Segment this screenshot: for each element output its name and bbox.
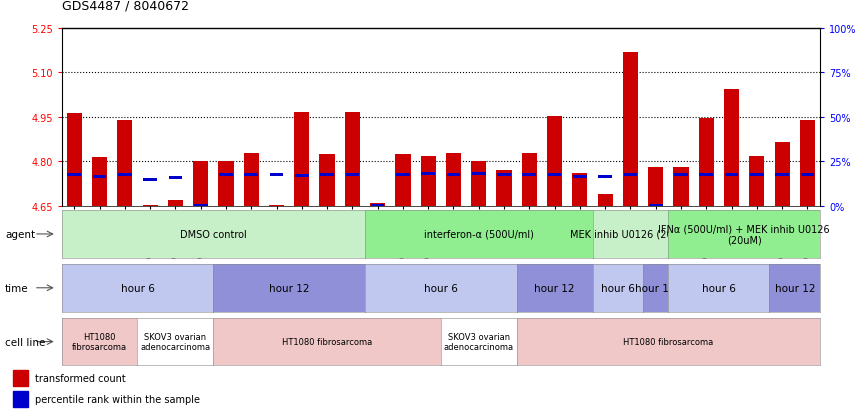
Text: hour 12: hour 12 — [635, 283, 676, 293]
Text: GDS4487 / 8040672: GDS4487 / 8040672 — [62, 0, 188, 12]
Text: percentile rank within the sample: percentile rank within the sample — [35, 394, 200, 404]
Bar — [420, 156, 436, 206]
Bar — [471, 162, 486, 206]
Bar — [497, 174, 511, 177]
Bar — [143, 205, 158, 206]
Bar — [750, 174, 764, 177]
Bar — [547, 116, 562, 206]
Bar — [345, 112, 360, 206]
Bar — [674, 168, 688, 206]
Bar — [522, 174, 536, 177]
Text: transformed count: transformed count — [35, 373, 126, 383]
Text: interferon-α (500U/ml): interferon-α (500U/ml) — [424, 229, 533, 240]
Text: hour 6: hour 6 — [702, 283, 736, 293]
Bar — [92, 158, 107, 206]
Bar — [270, 174, 283, 177]
Bar — [472, 173, 485, 176]
Bar — [169, 177, 182, 180]
Bar — [371, 204, 384, 207]
Text: DMSO control: DMSO control — [180, 229, 247, 240]
Bar — [649, 204, 663, 207]
Bar — [219, 174, 233, 177]
Text: SKOV3 ovarian
adenocarcinoma: SKOV3 ovarian adenocarcinoma — [443, 332, 514, 351]
Bar — [92, 176, 106, 179]
Text: hour 12: hour 12 — [534, 283, 575, 293]
Text: hour 6: hour 6 — [424, 283, 458, 293]
Bar — [245, 174, 258, 177]
Bar — [14, 370, 28, 386]
Text: hour 6: hour 6 — [601, 283, 635, 293]
Text: cell line: cell line — [5, 337, 45, 347]
Bar — [548, 174, 562, 177]
Text: MEK inhib U0126 (20uM): MEK inhib U0126 (20uM) — [570, 229, 691, 240]
Bar — [294, 112, 309, 206]
Bar — [67, 113, 82, 206]
Bar — [447, 174, 461, 177]
Bar — [698, 119, 714, 206]
Bar — [597, 195, 613, 206]
Bar — [295, 175, 309, 178]
Bar — [598, 176, 612, 178]
Bar — [118, 174, 132, 177]
Bar — [143, 178, 157, 181]
Bar — [800, 174, 814, 177]
Bar — [446, 153, 461, 206]
Text: agent: agent — [5, 229, 35, 240]
Bar — [573, 174, 587, 206]
Bar — [396, 174, 410, 177]
Text: HT1080 fibrosarcoma: HT1080 fibrosarcoma — [282, 337, 372, 346]
Bar — [395, 155, 411, 206]
Bar — [346, 174, 360, 177]
Bar — [319, 155, 335, 206]
Text: hour 12: hour 12 — [269, 283, 309, 293]
Bar — [244, 153, 259, 206]
Bar — [68, 174, 81, 177]
Bar — [725, 174, 739, 177]
Bar — [218, 162, 234, 206]
Bar — [573, 176, 586, 179]
Bar — [675, 174, 688, 177]
Bar — [648, 168, 663, 206]
Bar — [168, 201, 183, 206]
Bar — [117, 121, 133, 206]
Bar — [775, 143, 790, 206]
Text: HT1080 fibrosarcoma: HT1080 fibrosarcoma — [623, 337, 714, 346]
Bar — [421, 173, 435, 176]
Bar — [699, 174, 713, 177]
Bar — [193, 204, 207, 207]
Bar — [749, 156, 764, 206]
Bar — [14, 391, 28, 407]
Bar — [496, 171, 512, 206]
Bar — [724, 90, 739, 206]
Text: SKOV3 ovarian
adenocarcinoma: SKOV3 ovarian adenocarcinoma — [140, 332, 211, 351]
Bar — [522, 153, 537, 206]
Bar — [800, 121, 815, 206]
Text: time: time — [5, 283, 28, 293]
Text: HT1080
fibrosarcoma: HT1080 fibrosarcoma — [72, 332, 127, 351]
Bar — [623, 52, 638, 206]
Bar — [320, 174, 334, 177]
Bar — [370, 204, 385, 206]
Bar — [193, 162, 208, 206]
Text: hour 12: hour 12 — [775, 283, 815, 293]
Text: IFNα (500U/ml) + MEK inhib U0126
(20uM): IFNα (500U/ml) + MEK inhib U0126 (20uM) — [658, 223, 830, 245]
Bar — [776, 174, 789, 177]
Text: hour 6: hour 6 — [121, 283, 154, 293]
Bar — [269, 205, 284, 206]
Bar — [624, 174, 637, 177]
